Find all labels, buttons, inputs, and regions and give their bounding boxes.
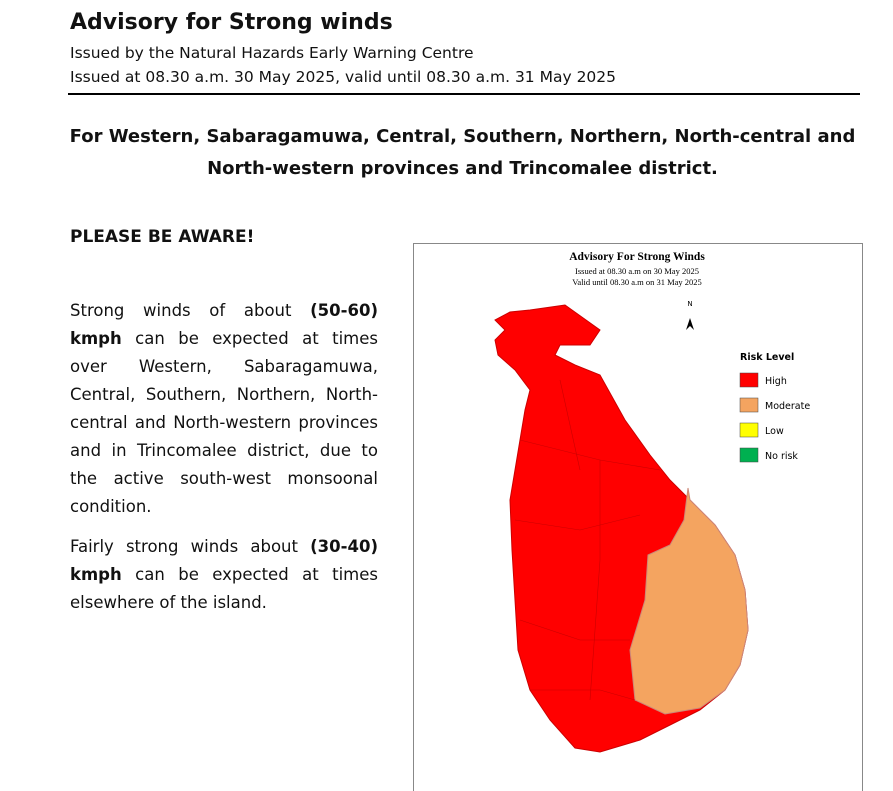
text: can be expected at times elsewhere of th… <box>70 565 378 612</box>
bold-text: (30-40) <box>310 537 378 556</box>
district-lines <box>514 379 661 701</box>
map: Advisory For Strong Winds Issued at 08.30… <box>413 243 863 791</box>
bold-text: (50-60) kmph <box>70 301 378 348</box>
map-valid: Valid until 08.30 a.m on 31 May 2025 <box>572 277 702 287</box>
legend-swatch <box>739 397 759 413</box>
issuer: Issued by the Natural Hazards Early Warn… <box>70 44 474 62</box>
issued: Issued at 08.30 a.m. 30 May 2025, valid … <box>70 68 617 86</box>
legend-label: High <box>765 376 787 387</box>
legend-swatch <box>739 372 759 388</box>
legend-label: No risk <box>765 451 798 462</box>
paragraph: Fairly strong winds about (30-40) kmph c… <box>70 533 378 617</box>
north-label: N <box>687 300 692 308</box>
text: can be expected at times over Western, S… <box>70 329 378 516</box>
legend-swatch <box>739 447 759 463</box>
legend-label: Moderate <box>765 401 810 412</box>
paragraph: Strong winds of about (50-60) kmph can b… <box>70 297 378 521</box>
heading: For Western, Sabaragamuwa, Central, Sout… <box>60 121 865 185</box>
title: Advisory for Strong winds <box>70 10 393 35</box>
moderate-region <box>629 487 749 715</box>
text: Fairly strong winds about <box>70 537 311 556</box>
legend-label: Low <box>765 426 784 437</box>
legend-title: Risk Level <box>740 352 794 363</box>
heading-line: For Western, Sabaragamuwa, Central, Sout… <box>69 126 856 147</box>
map-title: Advisory For Strong Winds <box>569 251 705 263</box>
text: Strong winds of about <box>70 301 311 320</box>
legend-swatch <box>739 422 759 438</box>
island <box>494 304 749 753</box>
bold-text: kmph <box>70 565 122 584</box>
aware: PLEASE BE AWARE! <box>70 227 255 247</box>
paragraphs: Strong winds of about (50-60) kmph can b… <box>70 297 378 629</box>
north-arrow <box>686 318 694 330</box>
rule <box>68 93 860 95</box>
heading-line: North-western provinces and Trincomalee … <box>207 158 718 179</box>
map-issued: Issued at 08.30 a.m on 30 May 2025 <box>575 266 699 276</box>
